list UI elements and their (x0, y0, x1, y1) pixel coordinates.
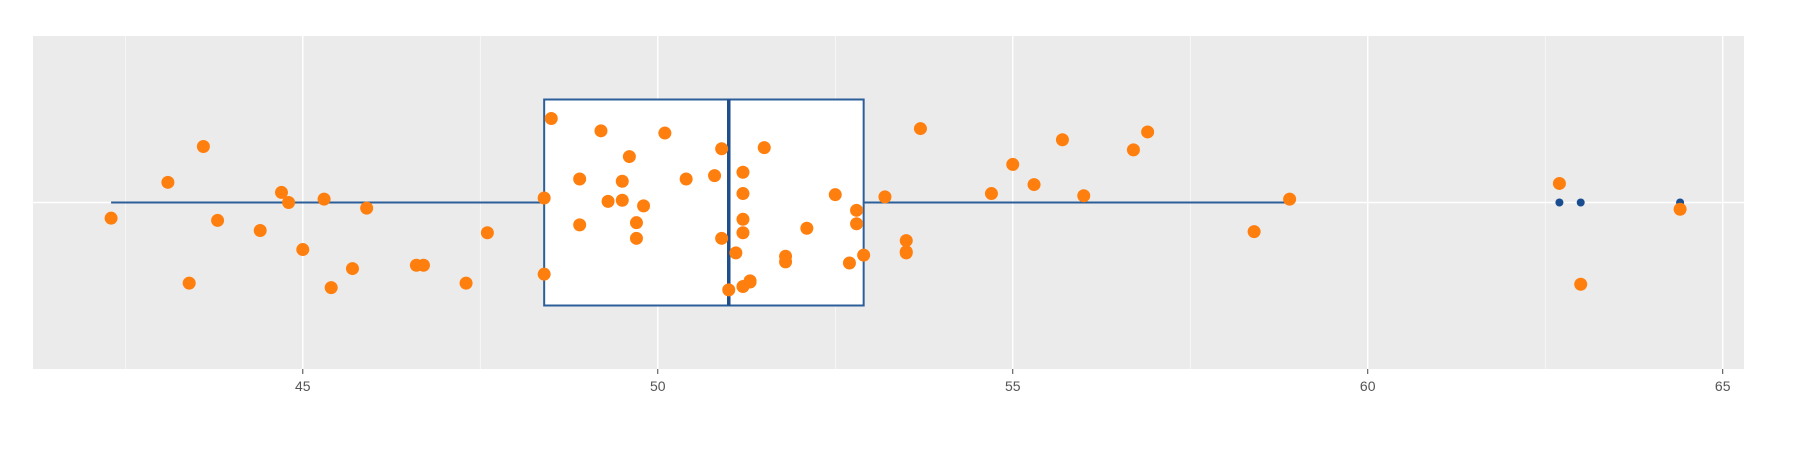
data-point (736, 226, 750, 240)
data-point (715, 142, 729, 156)
data-point (104, 211, 118, 225)
data-point (615, 174, 629, 188)
x-tick-label: 50 (650, 378, 666, 394)
data-point (899, 234, 913, 248)
data-point (1055, 133, 1069, 147)
data-point (984, 187, 998, 201)
data-point (1574, 277, 1588, 291)
x-axis-ticks: 45 50 55 60 65 (295, 369, 1731, 394)
data-point (1126, 143, 1140, 157)
data-point (708, 169, 722, 183)
data-point (317, 192, 331, 206)
data-point (736, 165, 750, 179)
data-point (196, 140, 210, 153)
data-point (850, 203, 864, 217)
data-point (1283, 192, 1297, 206)
data-point (1247, 225, 1261, 239)
data-point (842, 256, 856, 270)
data-point (573, 218, 587, 232)
data-point (679, 172, 693, 186)
data-point (800, 221, 814, 235)
data-point (1077, 189, 1091, 203)
data-point (913, 122, 927, 136)
outlier-point (1555, 198, 1564, 207)
data-point (324, 281, 338, 295)
data-point (459, 276, 473, 290)
data-point (757, 141, 771, 155)
data-point (360, 201, 374, 215)
data-point (1673, 202, 1687, 216)
data-point (601, 194, 615, 208)
data-point (416, 258, 430, 272)
jitter-points (104, 112, 1687, 297)
data-point (182, 276, 196, 290)
data-point (629, 216, 643, 230)
data-point (629, 231, 643, 245)
data-point (1552, 176, 1566, 190)
data-point (274, 185, 288, 199)
data-point (480, 226, 494, 240)
data-point (211, 213, 225, 227)
data-point (637, 199, 651, 213)
data-point (857, 248, 871, 262)
data-point (736, 212, 750, 226)
data-point (743, 274, 757, 288)
outlier-point (1576, 198, 1585, 207)
x-tick-label: 65 (1715, 378, 1731, 394)
x-tick-label: 45 (295, 378, 311, 394)
data-point (1027, 178, 1041, 192)
data-point (658, 126, 672, 140)
data-point (537, 267, 551, 281)
data-point (878, 190, 892, 204)
x-tick-label: 60 (1360, 378, 1376, 394)
data-point (161, 175, 175, 189)
interquartile-box (543, 98, 865, 307)
data-point (729, 246, 743, 260)
data-point (253, 224, 267, 237)
data-point (296, 243, 310, 257)
x-tick-label: 55 (1005, 378, 1021, 394)
data-point (573, 172, 587, 186)
data-point (736, 187, 750, 201)
data-point (899, 246, 913, 260)
data-point (828, 188, 842, 202)
data-point (594, 124, 608, 138)
data-point (615, 193, 629, 207)
data-point (1006, 157, 1020, 171)
data-point (544, 112, 558, 125)
data-point (537, 191, 551, 205)
data-point (282, 196, 296, 209)
data-point (715, 231, 729, 245)
data-point (1141, 125, 1155, 139)
data-point (722, 283, 736, 297)
data-point (622, 150, 636, 164)
data-point (779, 255, 793, 269)
data-point (345, 262, 359, 276)
data-point (850, 217, 864, 231)
